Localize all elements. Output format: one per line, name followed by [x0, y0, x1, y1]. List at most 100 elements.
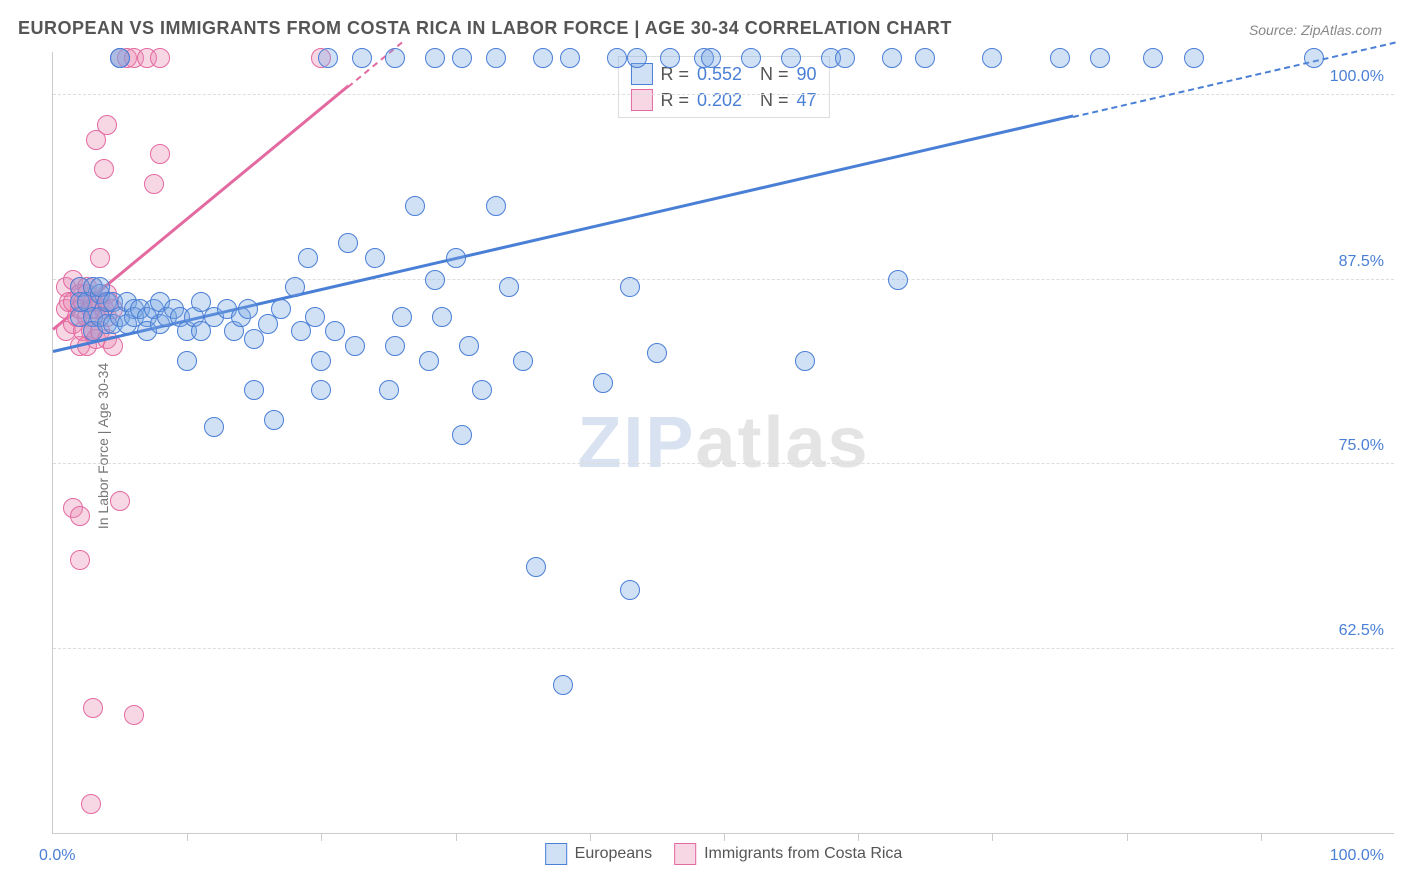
source-attribution: Source: ZipAtlas.com — [1249, 22, 1382, 38]
data-point — [144, 174, 164, 194]
data-point — [607, 48, 627, 68]
data-point — [338, 233, 358, 253]
data-point — [1050, 48, 1070, 68]
data-point — [124, 705, 144, 725]
data-point — [150, 48, 170, 68]
data-point — [459, 336, 479, 356]
x-axis-min-label: 0.0% — [39, 847, 75, 865]
data-point — [486, 196, 506, 216]
gridline — [53, 648, 1394, 649]
data-point — [110, 48, 130, 68]
legend-chip-costarica — [674, 843, 696, 865]
data-point — [392, 307, 412, 327]
data-point — [110, 491, 130, 511]
y-tick-label: 100.0% — [1330, 68, 1384, 86]
legend-row-costarica: R = 0.202 N = 47 — [630, 87, 816, 113]
data-point — [385, 48, 405, 68]
data-point — [311, 380, 331, 400]
legend-item-europeans: Europeans — [545, 843, 652, 865]
legend-label-costarica: Immigrants from Costa Rica — [704, 845, 902, 863]
legend-chip-costarica — [630, 89, 652, 111]
data-point — [318, 48, 338, 68]
data-point — [204, 417, 224, 437]
x-axis-max-label: 100.0% — [1330, 847, 1384, 865]
data-point — [835, 48, 855, 68]
x-tick-mark — [992, 833, 993, 841]
r-value-costarica: 0.202 — [697, 90, 742, 111]
data-point — [432, 307, 452, 327]
data-point — [238, 299, 258, 319]
data-point — [620, 580, 640, 600]
x-tick-mark — [321, 833, 322, 841]
data-point — [81, 794, 101, 814]
legend-chip-europeans — [545, 843, 567, 865]
x-tick-mark — [1261, 833, 1262, 841]
gridline — [53, 463, 1394, 464]
x-tick-mark — [1127, 833, 1128, 841]
data-point — [365, 248, 385, 268]
data-point — [405, 196, 425, 216]
data-point — [781, 48, 801, 68]
data-point — [1304, 48, 1324, 68]
data-point — [345, 336, 365, 356]
data-point — [499, 277, 519, 297]
data-point — [264, 410, 284, 430]
x-tick-mark — [858, 833, 859, 841]
data-point — [325, 321, 345, 341]
data-point — [285, 277, 305, 297]
y-tick-label: 75.0% — [1339, 437, 1384, 455]
data-point — [486, 48, 506, 68]
n-label: N = — [760, 90, 789, 111]
data-point — [560, 48, 580, 68]
watermark-zip: ZIP — [577, 403, 695, 483]
data-point — [915, 48, 935, 68]
data-point — [593, 373, 613, 393]
series-legend: Europeans Immigrants from Costa Rica — [545, 843, 903, 865]
data-point — [1090, 48, 1110, 68]
legend-item-costarica: Immigrants from Costa Rica — [674, 843, 902, 865]
data-point — [888, 270, 908, 290]
x-tick-mark — [187, 833, 188, 841]
data-point — [298, 248, 318, 268]
data-point — [513, 351, 533, 371]
watermark-atlas: atlas — [695, 403, 869, 483]
watermark: ZIPatlas — [577, 402, 869, 484]
data-point — [452, 425, 472, 445]
gridline — [53, 94, 1394, 95]
data-point — [311, 351, 331, 371]
data-point — [425, 48, 445, 68]
data-point — [177, 351, 197, 371]
data-point — [660, 48, 680, 68]
data-point — [70, 506, 90, 526]
data-point — [244, 380, 264, 400]
y-tick-label: 87.5% — [1339, 253, 1384, 271]
data-point — [982, 48, 1002, 68]
data-point — [305, 307, 325, 327]
x-tick-mark — [724, 833, 725, 841]
data-point — [533, 48, 553, 68]
n-value-europeans: 90 — [797, 64, 817, 85]
data-point — [472, 380, 492, 400]
data-point — [795, 351, 815, 371]
data-point — [70, 550, 90, 570]
data-point — [379, 380, 399, 400]
data-point — [90, 248, 110, 268]
x-tick-mark — [456, 833, 457, 841]
data-point — [1143, 48, 1163, 68]
y-tick-label: 62.5% — [1339, 622, 1384, 640]
data-point — [419, 351, 439, 371]
x-tick-mark — [590, 833, 591, 841]
data-point — [352, 48, 372, 68]
data-point — [425, 270, 445, 290]
data-point — [97, 115, 117, 135]
data-point — [271, 299, 291, 319]
data-point — [701, 48, 721, 68]
chart-title: EUROPEAN VS IMMIGRANTS FROM COSTA RICA I… — [18, 18, 952, 39]
data-point — [553, 675, 573, 695]
data-point — [741, 48, 761, 68]
data-point — [647, 343, 667, 363]
data-point — [452, 48, 472, 68]
legend-label-europeans: Europeans — [575, 845, 652, 863]
data-point — [83, 698, 103, 718]
data-point — [1184, 48, 1204, 68]
